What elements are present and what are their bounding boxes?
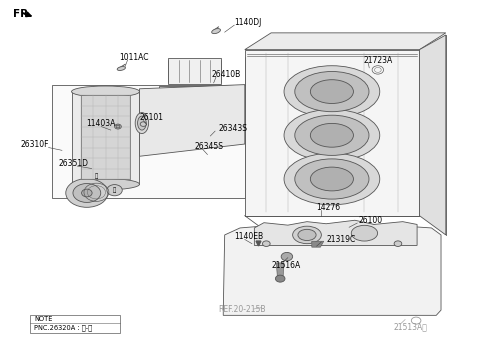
- Ellipse shape: [298, 229, 316, 240]
- Text: ⓐ: ⓐ: [113, 187, 116, 193]
- Polygon shape: [254, 220, 417, 245]
- Circle shape: [281, 252, 293, 261]
- Text: FR.: FR.: [12, 9, 32, 19]
- Text: 21319C: 21319C: [326, 234, 355, 244]
- Ellipse shape: [295, 72, 369, 112]
- Ellipse shape: [295, 159, 369, 199]
- Text: 21516A: 21516A: [271, 261, 300, 270]
- Circle shape: [394, 241, 402, 246]
- Bar: [52, 85, 245, 198]
- Polygon shape: [245, 49, 420, 216]
- Bar: [30, 314, 120, 333]
- Ellipse shape: [72, 86, 140, 97]
- Polygon shape: [223, 223, 441, 315]
- Ellipse shape: [82, 189, 92, 197]
- Ellipse shape: [116, 125, 120, 128]
- Ellipse shape: [72, 179, 140, 190]
- Polygon shape: [81, 95, 130, 179]
- Ellipse shape: [138, 116, 146, 130]
- Ellipse shape: [295, 115, 369, 155]
- Text: 26410B: 26410B: [211, 69, 240, 79]
- Text: 1140DJ: 1140DJ: [234, 18, 262, 27]
- Bar: [168, 58, 221, 84]
- Circle shape: [107, 185, 122, 196]
- Text: 1011AC: 1011AC: [120, 53, 149, 62]
- Text: 26310F: 26310F: [21, 140, 49, 149]
- Ellipse shape: [284, 110, 380, 161]
- Text: PNC.26320A : ⓐ-ⓒ: PNC.26320A : ⓐ-ⓒ: [34, 325, 92, 331]
- Text: 26343S: 26343S: [218, 124, 248, 133]
- Ellipse shape: [284, 66, 380, 118]
- Text: ⓑ: ⓑ: [95, 173, 98, 179]
- Bar: [158, 86, 240, 113]
- Ellipse shape: [311, 124, 353, 147]
- Text: NOTE: NOTE: [34, 316, 53, 322]
- Ellipse shape: [117, 67, 125, 71]
- Circle shape: [276, 275, 285, 282]
- Ellipse shape: [351, 225, 378, 241]
- Polygon shape: [245, 33, 446, 49]
- Text: 11403A: 11403A: [86, 119, 115, 128]
- Polygon shape: [72, 92, 140, 184]
- Polygon shape: [140, 85, 245, 156]
- Ellipse shape: [140, 122, 146, 126]
- Ellipse shape: [212, 28, 220, 34]
- Ellipse shape: [293, 226, 322, 244]
- Ellipse shape: [73, 184, 101, 203]
- Text: 21723A: 21723A: [363, 55, 393, 65]
- Polygon shape: [276, 263, 284, 277]
- Circle shape: [263, 241, 270, 246]
- Polygon shape: [312, 241, 324, 247]
- Text: REF.20-215B: REF.20-215B: [218, 305, 266, 313]
- Ellipse shape: [311, 167, 353, 191]
- Ellipse shape: [66, 179, 108, 207]
- Text: 26101: 26101: [140, 113, 164, 122]
- Text: 14276: 14276: [317, 203, 341, 212]
- Text: 1140EB: 1140EB: [234, 232, 264, 241]
- Text: 26345S: 26345S: [194, 142, 224, 151]
- Text: 26100: 26100: [359, 216, 383, 225]
- Text: 21513Aⓒ: 21513Aⓒ: [393, 322, 427, 331]
- Polygon shape: [420, 35, 446, 235]
- Text: 26351D: 26351D: [58, 159, 88, 168]
- Ellipse shape: [284, 153, 380, 205]
- Ellipse shape: [311, 80, 353, 104]
- Ellipse shape: [135, 113, 149, 133]
- Ellipse shape: [115, 124, 121, 129]
